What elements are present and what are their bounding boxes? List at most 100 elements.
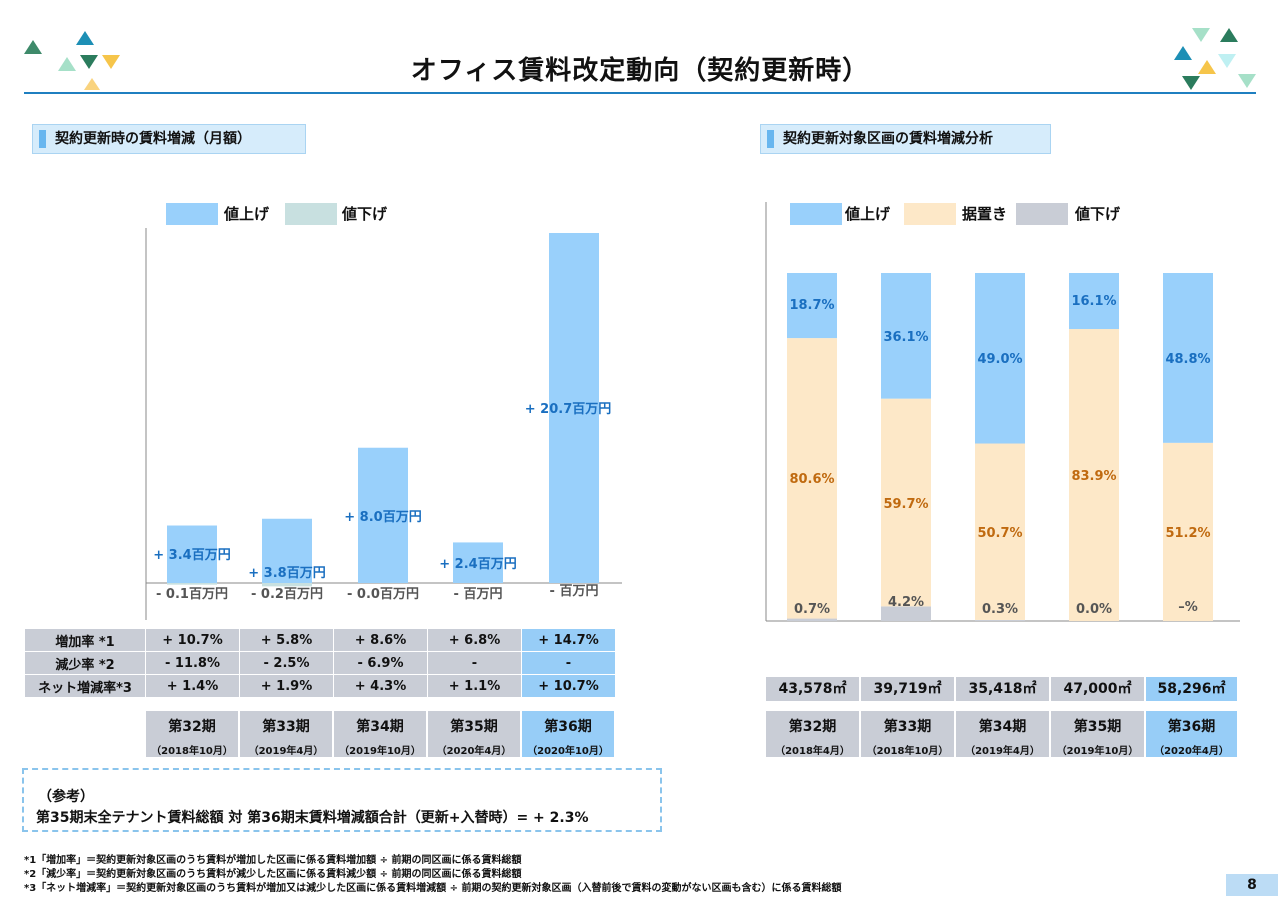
- legend-label-raise: 値上げ: [845, 205, 891, 223]
- period-date: （2020年4月）: [436, 746, 512, 757]
- bar-segment-flat: [1069, 329, 1119, 621]
- segment-label-flat: 50.7%: [977, 526, 1022, 541]
- bar-segment-raise: [1163, 273, 1213, 443]
- row-label: 減少率 *2: [24, 651, 146, 675]
- period-name: 第36期: [1167, 719, 1216, 735]
- left-section-heading: 契約更新時の賃料増減（月額）: [32, 124, 306, 154]
- legend-swatch-increase: [166, 203, 218, 225]
- page-number: 8: [1226, 874, 1278, 896]
- heading-marker: [39, 130, 46, 148]
- table-cell: + 1.1%: [427, 674, 522, 698]
- footnote-3: *3「ネット増減率」＝契約更新対象区画のうち賃料が増加又は減少した区画に係る賃料…: [24, 883, 842, 894]
- segment-label-flat: 80.6%: [789, 472, 834, 487]
- table-cell: + 10.7%: [145, 628, 240, 652]
- metrics-table: 増加率 *1 + 10.7% + 5.8% + 8.6% + 6.8% + 14…: [24, 628, 616, 698]
- segment-label-lower: 0.7%: [794, 602, 830, 617]
- table-cell: + 1.4%: [145, 674, 240, 698]
- bar-segment-lower: [881, 606, 931, 621]
- bar-segment-raise: [975, 273, 1025, 444]
- table-cell: + 10.7%: [521, 674, 616, 698]
- stacked-share-bar-chart: 18.7% 80.6% 0.7% 36.1% 59.7% 4.2% 49.0% 50.7% 0.…: [765, 202, 1240, 622]
- period-date: （2019年4月）: [248, 746, 324, 757]
- period-label: 第35期 （2020年4月）: [428, 711, 522, 757]
- period-label: 第34期 （2019年10月）: [334, 711, 428, 757]
- footnote-2: *2「減少率」＝契約更新対象区画のうち賃料が減少した区画に係る賃料減少額 ÷ 前…: [24, 869, 522, 880]
- bar-segment-raise: [1069, 273, 1119, 330]
- period-name: 第33期: [883, 719, 932, 735]
- bar-increase: [358, 447, 408, 583]
- bar-segment-flat: [881, 398, 931, 607]
- period-date: （2018年10月）: [866, 746, 949, 757]
- period-name: 第36期: [544, 719, 592, 735]
- area-cell: 35,418㎡: [956, 677, 1051, 701]
- table-cell: -: [427, 651, 522, 675]
- table-cell: + 14.7%: [521, 628, 616, 652]
- segment-label-flat: 59.7%: [883, 497, 928, 512]
- right-section-heading-text: 契約更新対象区画の賃料増減分析: [783, 131, 993, 147]
- bar-label-decrease: - 百万円: [454, 587, 503, 602]
- table-row: 増加率 *1 + 10.7% + 5.8% + 8.6% + 6.8% + 14…: [24, 628, 616, 652]
- period-date: （2018年4月）: [775, 746, 850, 757]
- legend-label-flat: 据置き: [962, 205, 1008, 223]
- bar-label-increase: + 20.7百万円: [525, 402, 612, 417]
- segment-label-lower: 0.0%: [1076, 602, 1112, 617]
- period-date: （2018年10月）: [151, 746, 233, 757]
- bar-label-decrease: - 0.0百万円: [347, 587, 419, 602]
- period-label: 第34期 （2019年4月）: [956, 711, 1051, 757]
- table-row: ネット増減率*3 + 1.4% + 1.9% + 4.3% + 1.1% + 1…: [24, 674, 616, 698]
- table-cell: -: [521, 651, 616, 675]
- bar-label-increase: + 3.8百万円: [248, 566, 325, 581]
- period-date: （2019年4月）: [965, 746, 1040, 757]
- period-label: 第35期 （2019年10月）: [1051, 711, 1146, 757]
- period-date: （2020年4月）: [1154, 746, 1229, 757]
- segment-label-lower: 4.2%: [888, 595, 924, 610]
- segment-label-raise: 16.1%: [1071, 294, 1116, 309]
- row-label: ネット増減率*3: [24, 674, 146, 698]
- table-cell: + 8.6%: [333, 628, 428, 652]
- segment-label-raise: 48.8%: [1165, 352, 1210, 367]
- period-label: 第32期 （2018年10月）: [146, 711, 240, 757]
- right-section-heading: 契約更新対象区画の賃料増減分析: [760, 124, 1051, 154]
- period-name: 第34期: [978, 719, 1027, 735]
- bar-label-decrease: - 0.2百万円: [251, 587, 323, 602]
- rent-change-bar-chart: + 3.4百万円 + 3.8百万円 + 8.0百万円 + 2.4百万円 + 20.7百万…: [145, 228, 622, 620]
- bar-label-increase: + 3.4百万円: [153, 548, 230, 563]
- period-name: 第34期: [356, 719, 404, 735]
- period-date: （2019年10月）: [1056, 746, 1139, 757]
- title-divider: [24, 92, 1256, 94]
- table-cell: + 1.9%: [239, 674, 334, 698]
- legend-label-lower: 値下げ: [1075, 205, 1121, 223]
- bar-label-decrease: - 0.1百万円: [156, 587, 228, 602]
- bar-segment-raise: [787, 273, 837, 339]
- legend-swatch-raise: [790, 203, 842, 225]
- bar-segment-flat: [1163, 442, 1213, 621]
- legend-swatch-lower: [1016, 203, 1068, 225]
- period-name: 第32期: [788, 719, 837, 735]
- bar-decrease: [262, 583, 312, 587]
- segment-label-raise: 36.1%: [883, 330, 928, 345]
- area-cell: 47,000㎡: [1051, 677, 1146, 701]
- segment-label-raise: 49.0%: [977, 352, 1022, 367]
- segment-label-flat: 83.9%: [1071, 469, 1116, 484]
- period-name: 第35期: [1073, 719, 1122, 735]
- table-cell: + 5.8%: [239, 628, 334, 652]
- bar-decrease: [167, 583, 217, 585]
- table-cell: - 6.9%: [333, 651, 428, 675]
- period-date: （2020年10月）: [527, 746, 609, 757]
- bar-increase: [262, 518, 312, 583]
- reference-text: 第35期末全テナント賃料総額 対 第36期末賃料増減額合計（更新+入替時）= +…: [36, 810, 589, 826]
- area-cell: 58,296㎡: [1146, 677, 1239, 701]
- period-label: 第33期 （2018年10月）: [861, 711, 956, 757]
- segment-label-raise: 18.7%: [789, 298, 834, 313]
- footnote-1: *1「増加率」＝契約更新対象区画のうち賃料が増加した区画に係る賃料増加額 ÷ 前…: [24, 855, 522, 866]
- segment-label-lower: –%: [1178, 600, 1198, 615]
- legend-label-decrease: 値下げ: [342, 205, 388, 223]
- period-label: 第32期 （2018年4月）: [766, 711, 861, 757]
- bar-segment-flat: [975, 443, 1025, 620]
- bar-segment-flat: [787, 338, 837, 619]
- table-cell: - 11.8%: [145, 651, 240, 675]
- period-name: 第33期: [262, 719, 310, 735]
- period-label: 第33期 （2019年4月）: [240, 711, 334, 757]
- bar-segment-raise: [881, 273, 931, 399]
- bar-increase: [167, 525, 217, 583]
